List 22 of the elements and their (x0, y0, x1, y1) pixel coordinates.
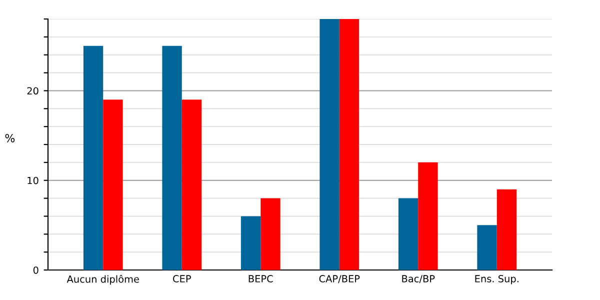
x-tick-label: Aucun diplôme (66, 274, 139, 285)
x-tick-label: CEP (173, 275, 191, 282)
bar (418, 162, 438, 270)
y-tick-label: 20 (27, 87, 38, 95)
bar (182, 100, 202, 270)
x-tick-label: Ens. Sup. (475, 275, 518, 284)
x-tick-label: Bac/BP (402, 275, 435, 284)
bar (83, 46, 104, 270)
bar (477, 225, 497, 270)
bar (103, 100, 123, 270)
x-tick-label: BEPC (248, 275, 273, 282)
bar (339, 19, 360, 270)
bar (162, 46, 182, 270)
y-tick-label: 10 (28, 176, 38, 184)
bar (260, 198, 280, 270)
y-axis-title: % (5, 134, 15, 142)
bar (240, 216, 261, 270)
x-tick-label: CAP/BEP (319, 275, 360, 284)
bar (496, 189, 517, 270)
bar (398, 198, 418, 270)
bar (320, 19, 340, 270)
y-tick-label: 0 (33, 266, 38, 274)
